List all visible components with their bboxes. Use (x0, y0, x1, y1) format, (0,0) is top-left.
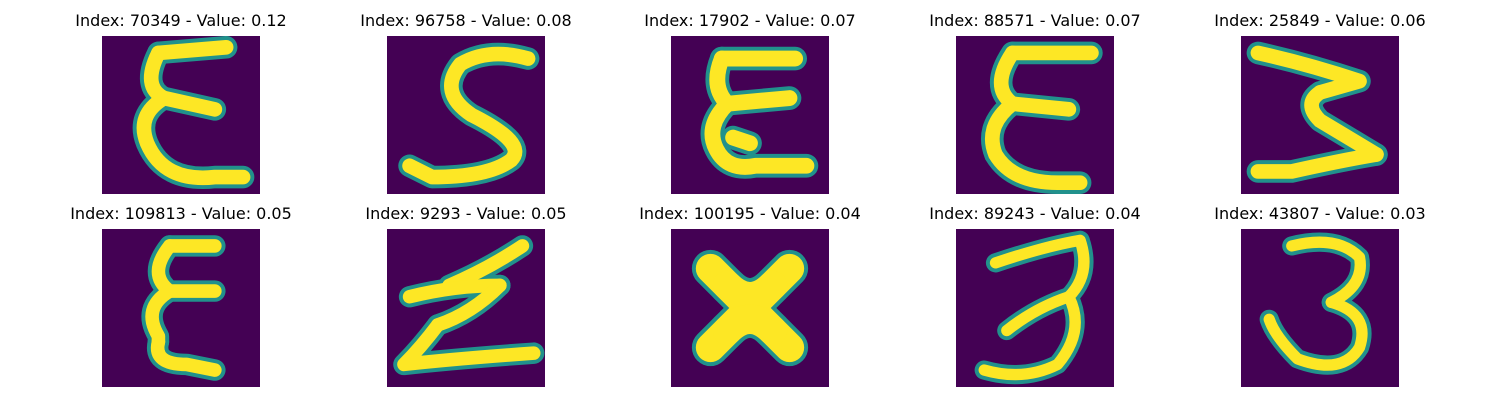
panel-7: Index: 9293 - Value: 0.05 (346, 203, 586, 388)
glyph-stroke (151, 39, 234, 61)
panel-title: Index: 88571 - Value: 0.07 (929, 11, 1141, 30)
glyph-image (671, 36, 829, 194)
panel-title: Index: 25849 - Value: 0.06 (1214, 11, 1426, 30)
panel-1: Index: 70349 - Value: 0.12 (61, 10, 301, 195)
glyph-stroke (1250, 147, 1384, 179)
panel-title: Index: 109813 - Value: 0.05 (70, 204, 292, 223)
glyph-stroke (1286, 236, 1366, 309)
panel-2: Index: 96758 - Value: 0.08 (346, 10, 586, 195)
panel-title: Index: 9293 - Value: 0.05 (365, 204, 567, 223)
panel-title: Index: 100195 - Value: 0.04 (639, 204, 861, 223)
glyph-stroke (712, 270, 788, 312)
glyph-stroke (984, 96, 1088, 191)
glyph-image (387, 36, 545, 194)
glyph-stroke (978, 291, 1081, 381)
glyph-stroke (1001, 291, 1075, 337)
glyph-stroke (712, 304, 788, 346)
panel-title: Index: 17902 - Value: 0.07 (644, 11, 856, 30)
glyph-stroke (1250, 45, 1367, 100)
panel-9: Index: 89243 - Value: 0.04 (915, 203, 1155, 388)
glyph-image (102, 229, 260, 387)
glyph-stroke (704, 95, 815, 175)
glyph-image (956, 229, 1114, 387)
panel-5: Index: 25849 - Value: 0.06 (1200, 10, 1440, 195)
glyph-stroke (150, 335, 222, 377)
glyph-image (1241, 229, 1399, 387)
panel-6: Index: 109813 - Value: 0.05 (61, 203, 301, 388)
panel-10: Index: 43807 - Value: 0.03 (1200, 203, 1440, 388)
panel-3: Index: 17902 - Value: 0.07 (630, 10, 870, 195)
glyph-image (102, 36, 260, 194)
glyph-stroke (402, 46, 536, 185)
glyph-image (1241, 36, 1399, 194)
panel-title: Index: 96758 - Value: 0.08 (360, 11, 572, 30)
glyph-stroke (725, 129, 758, 152)
glyph-image (387, 229, 545, 387)
glyph-image (956, 36, 1114, 194)
panel-title: Index: 70349 - Value: 0.12 (75, 11, 287, 30)
glyph-stroke (397, 318, 541, 372)
panel-title: Index: 89243 - Value: 0.04 (929, 204, 1141, 223)
glyph-stroke (1263, 296, 1368, 371)
panel-4: Index: 88571 - Value: 0.07 (915, 10, 1155, 195)
glyph-stroke (989, 234, 1090, 303)
panel-8: Index: 100195 - Value: 0.04 (630, 203, 870, 388)
glyph-image (671, 229, 829, 387)
glyph-stroke (1304, 85, 1384, 162)
glyph-stroke (136, 90, 251, 186)
panel-title: Index: 43807 - Value: 0.03 (1214, 204, 1426, 223)
